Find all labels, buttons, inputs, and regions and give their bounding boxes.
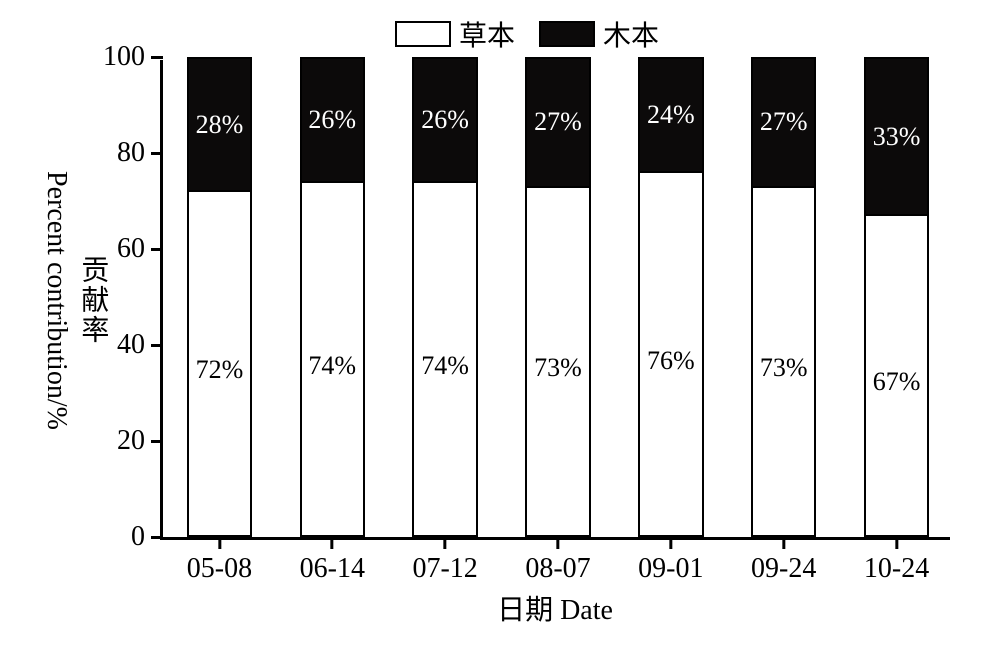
bar-segment-label: 67% (873, 367, 921, 397)
bar-segment-label: 27% (760, 107, 808, 137)
x-tick-mark (444, 537, 447, 549)
x-tick: 10-24 (864, 537, 929, 585)
x-tick-mark (895, 537, 898, 549)
bar-segment: 26% (302, 59, 363, 183)
bar: 67% 33% (864, 57, 929, 537)
x-axis-label: 日期 Date (497, 588, 613, 628)
x-tick-label: 08-07 (525, 553, 590, 585)
bar-segment-label: 27% (534, 107, 582, 137)
legend-label: 木本 (603, 14, 659, 54)
x-tick: 07-12 (412, 537, 477, 585)
x-tick-label: 07-12 (412, 553, 477, 585)
bar-segment-label: 76% (647, 346, 695, 376)
x-tick-mark (556, 537, 559, 549)
x-tick-label: 05-08 (187, 553, 252, 585)
x-tick: 09-01 (638, 537, 703, 585)
y-tick-mark (151, 440, 163, 443)
bar: 74% 26% (300, 57, 365, 537)
bar-segment: 27% (527, 59, 588, 188)
y-tick-mark (151, 56, 163, 59)
bar-segment-label: 73% (534, 353, 582, 383)
bar: 76% 24% (638, 57, 703, 537)
x-tick: 06-14 (300, 537, 365, 585)
bar-segment-label: 28% (196, 110, 244, 140)
bar-segment: 28% (189, 59, 250, 192)
bar-segment-label: 74% (421, 351, 469, 381)
legend: 草本 木本 (395, 14, 659, 54)
bar-segment-label: 72% (196, 355, 244, 385)
bar-segment: 24% (640, 59, 701, 173)
bar-segment: 33% (866, 59, 927, 216)
bar-segment: 74% (414, 183, 475, 535)
y-tick-mark (151, 152, 163, 155)
bar-segment: 76% (640, 173, 701, 535)
legend-item: 木本 (539, 14, 659, 54)
legend-item: 草本 (395, 14, 515, 54)
legend-swatch (539, 21, 595, 47)
bar: 73% 27% (751, 57, 816, 537)
bar-segment-label: 26% (421, 105, 469, 135)
x-tick-mark (331, 537, 334, 549)
legend-swatch (395, 21, 451, 47)
bar-segment-label: 24% (647, 100, 695, 130)
y-tick-mark (151, 344, 163, 347)
bar-segment: 67% (866, 216, 927, 535)
x-tick: 05-08 (187, 537, 252, 585)
bar-segment: 26% (414, 59, 475, 183)
chart-container: 草本木本 02040608010005-0872%28%06-1474%26%0… (0, 0, 1000, 646)
bar: 72% 28% (187, 57, 252, 537)
x-tick: 09-24 (751, 537, 816, 585)
legend-label: 草本 (459, 14, 515, 54)
x-tick-label: 06-14 (300, 553, 365, 585)
y-tick-mark (151, 536, 163, 539)
bar-segment-label: 33% (873, 122, 921, 152)
x-tick-label: 09-24 (751, 553, 816, 585)
plot-area: 02040608010005-0872%28%06-1474%26%07-127… (160, 60, 950, 540)
x-tick-mark (782, 537, 785, 549)
bar-segment: 72% (189, 192, 250, 535)
bar-segment: 74% (302, 183, 363, 535)
bar-segment: 27% (753, 59, 814, 188)
y-tick-mark (151, 248, 163, 251)
bar-segment-label: 74% (308, 351, 356, 381)
y-axis-label-cn: 贡献率 (76, 255, 108, 345)
x-tick-mark (669, 537, 672, 549)
bar: 73% 27% (525, 57, 590, 537)
x-tick-label: 09-01 (638, 553, 703, 585)
x-tick-label: 10-24 (864, 553, 929, 585)
x-tick-mark (218, 537, 221, 549)
bar-segment-label: 73% (760, 353, 808, 383)
bar-segment: 73% (527, 188, 588, 535)
bar: 74% 26% (412, 57, 477, 537)
y-axis-label: Percent contribution/% 贡献率 (40, 60, 108, 540)
bar-segment: 73% (753, 188, 814, 535)
x-tick: 08-07 (525, 537, 590, 585)
y-axis-label-en: Percent contribution/% (40, 171, 72, 430)
bar-segment-label: 26% (308, 105, 356, 135)
